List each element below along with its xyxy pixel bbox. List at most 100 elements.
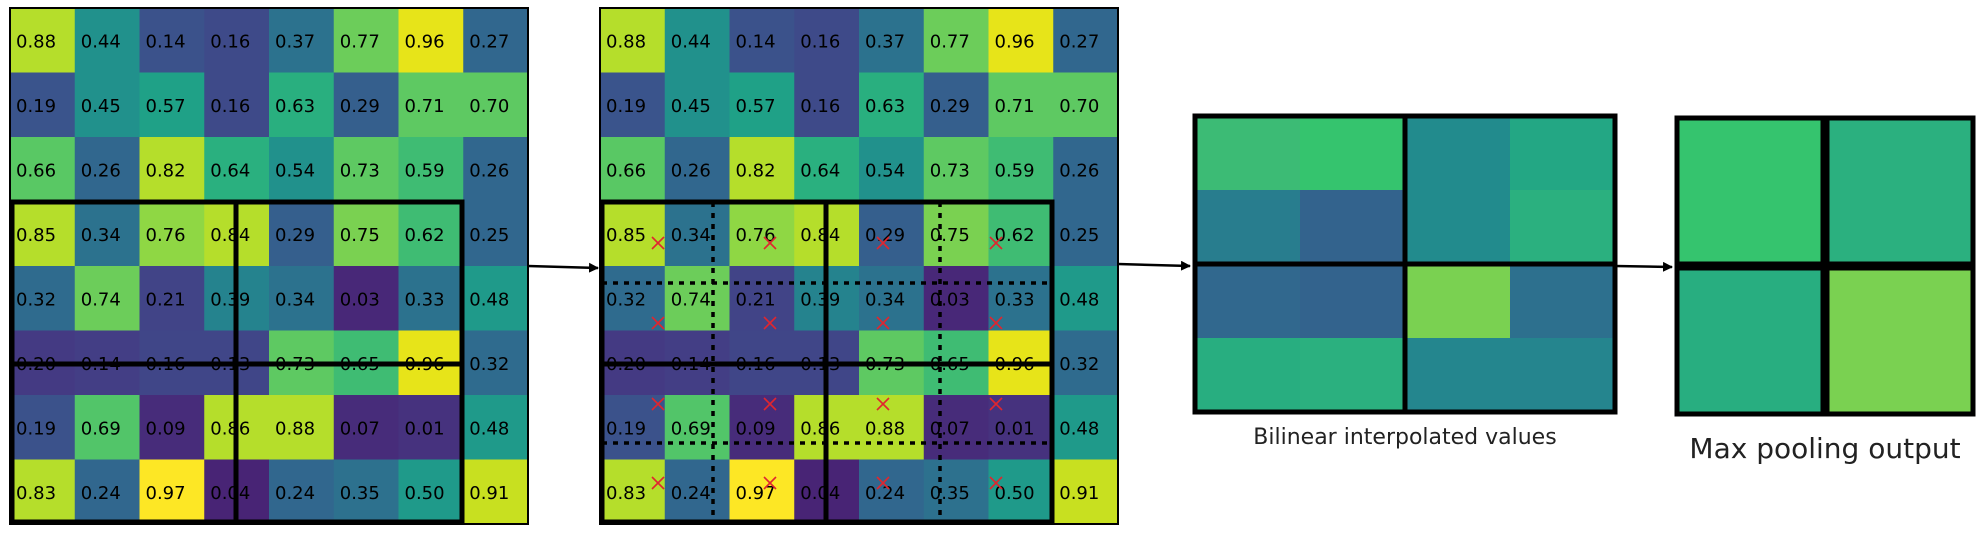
feature-map-cell-r0-c4 — [269, 8, 335, 74]
sampling-map-cell-value: 0.75 — [930, 225, 970, 246]
sampling-map-cell-r0-c2 — [729, 8, 795, 74]
pooling-cell — [1677, 266, 1825, 414]
bilinear-cell — [1195, 338, 1301, 413]
sampling-map-cell-value: 0.63 — [865, 96, 905, 117]
feature-map-cell-r3-c5 — [333, 201, 400, 267]
bilinear-cell — [1405, 116, 1511, 191]
sampling-map-cell-value: 0.03 — [930, 289, 970, 310]
bilinear-cell — [1300, 338, 1406, 413]
sampling-map-cell-value: 0.16 — [800, 31, 840, 52]
feature-map-cell-value: 0.29 — [275, 225, 315, 246]
feature-map-cell-r4-c2 — [139, 266, 205, 332]
feature-map-cell-value: 0.63 — [275, 96, 315, 117]
feature-map-cell-r1-c6 — [398, 72, 464, 138]
sampling-map-cell-value: 0.25 — [1059, 225, 1099, 246]
sampling-map-cell-r6-c0 — [600, 395, 666, 461]
sampling-map-cell-value: 0.69 — [671, 418, 711, 439]
sampling-map-cell-value: 0.76 — [736, 225, 776, 246]
feature-map-cell-value: 0.69 — [81, 418, 121, 439]
feature-map-cell-value: 0.16 — [210, 96, 250, 117]
sampling-map-cell-r4-c1 — [664, 266, 731, 332]
feature-map-cell-value: 0.39 — [210, 289, 250, 310]
sampling-map-cell-r7-c0 — [600, 459, 666, 525]
sampling-map-cell-value: 0.29 — [865, 225, 905, 246]
sampling-map-cell-r4-c7 — [1053, 266, 1119, 332]
feature-map-cell-r1-c5 — [333, 72, 400, 138]
sampling-map-cell-r0-c7 — [1053, 8, 1119, 74]
feature-map-cell-value: 0.44 — [81, 31, 121, 52]
sampling-map-cell-r3-c1 — [664, 201, 731, 267]
feature-map-cells: 0.88 0.44 0.14 0.16 0.37 0.77 0.96 0.27 0.19 0.45… — [10, 8, 529, 525]
sampling-map-cell-value: 0.82 — [736, 160, 776, 181]
feature-map-cell-value: 0.54 — [275, 160, 315, 181]
sampling-map-cell-value: 0.24 — [671, 483, 711, 504]
feature-map-cell-r0-c0 — [10, 8, 76, 74]
sampling-map-cell-value: 0.85 — [606, 225, 646, 246]
feature-map-cell-r0-c7 — [463, 8, 529, 74]
sampling-map-cell-r2-c5 — [923, 137, 990, 203]
sampling-map-cell-value: 0.64 — [800, 160, 840, 181]
sampling-point — [989, 476, 1003, 490]
sampling-map-cell-value: 0.29 — [930, 96, 970, 117]
sampling-map-cell-value: 0.27 — [1059, 31, 1099, 52]
sampling-map-cell-r7-c6 — [988, 459, 1054, 525]
sampling-map-cell-r7-c5 — [923, 459, 990, 525]
sampling-map-cell-r4-c2 — [729, 266, 795, 332]
feature-map-cell-r1-c2 — [139, 72, 205, 138]
feature-map-cell-value: 0.66 — [16, 160, 56, 181]
sampling-map-cell-value: 0.35 — [930, 483, 970, 504]
bilinear-cell — [1405, 264, 1511, 339]
feature-map-cell-value: 0.48 — [469, 418, 509, 439]
bilinear-cell — [1195, 264, 1301, 339]
sampling-map-cell-r6-c5 — [923, 395, 990, 461]
feature-map-cell-r4-c7 — [463, 266, 529, 332]
feature-map-cell-value: 0.35 — [340, 483, 380, 504]
feature-map-cell-r2-c2 — [139, 137, 205, 203]
sampling-map-cell-r6-c4 — [859, 395, 925, 461]
sampling-map-cell-value: 0.48 — [1059, 289, 1099, 310]
feature-map-cell-r2-c3 — [204, 137, 270, 203]
feature-map-cell-value: 0.70 — [469, 96, 509, 117]
bilinear-cell — [1195, 116, 1301, 191]
sampling-map-cell-r3-c2 — [729, 201, 795, 267]
roi-box — [9, 199, 465, 525]
bilinear-caption: Bilinear interpolated values — [1253, 425, 1556, 450]
feature-map-cell-r2-c5 — [333, 137, 400, 203]
sampling-point — [989, 316, 1003, 330]
sampling-map-cells: 0.88 0.44 0.14 0.16 0.37 0.77 0.96 0.27 0.19 0.45… — [600, 8, 1119, 525]
feature-map-cell-r4-c6 — [398, 266, 464, 332]
sampling-map-cell-r3-c0 — [600, 201, 666, 267]
sampling-map-cell-r1-c3 — [794, 72, 860, 138]
roi-box — [599, 199, 1055, 525]
sampling-point — [989, 397, 1003, 411]
sampling-map-cell-r6-c7 — [1053, 395, 1119, 461]
feature-map-cell-value: 0.01 — [405, 418, 445, 439]
feature-map-cell-value: 0.32 — [16, 289, 56, 310]
feature-map-cell-r3-c7 — [463, 201, 529, 267]
feature-map-cell-value: 0.59 — [405, 160, 445, 181]
sampling-map-cell-r7-c7 — [1053, 459, 1119, 525]
feature-map-cell-r0-c5 — [333, 8, 400, 74]
sampling-map-cell-r0-c5 — [923, 8, 990, 74]
sampling-point — [763, 236, 777, 250]
feature-map-cell-value: 0.86 — [210, 418, 250, 439]
sampling-map-cell-value: 0.73 — [930, 160, 970, 181]
feature-map-cell-value: 0.29 — [340, 96, 380, 117]
sampling-map-cell-r3-c4 — [859, 201, 925, 267]
feature-map-cell-r1-c1 — [74, 72, 141, 138]
feature-map-cell-value: 0.27 — [469, 31, 509, 52]
sampling-point — [876, 476, 890, 490]
feature-map-cell-r4-c1 — [74, 266, 141, 332]
sampling-map-cell-value: 0.74 — [671, 289, 711, 310]
sampling-map-cell-r7-c2 — [729, 459, 795, 525]
sampling-point — [763, 316, 777, 330]
sampling-point — [876, 236, 890, 250]
sampling-point — [763, 397, 777, 411]
sampling-map-cell-value: 0.07 — [930, 418, 970, 439]
sampling-point — [763, 476, 777, 490]
sampling-map-cell-r6-c2 — [729, 395, 795, 461]
sampling-map-cell-value: 0.91 — [1059, 483, 1099, 504]
sampling-point — [651, 397, 665, 411]
sampling-point — [876, 316, 890, 330]
feature-map-cell-r7-c2 — [139, 459, 205, 525]
